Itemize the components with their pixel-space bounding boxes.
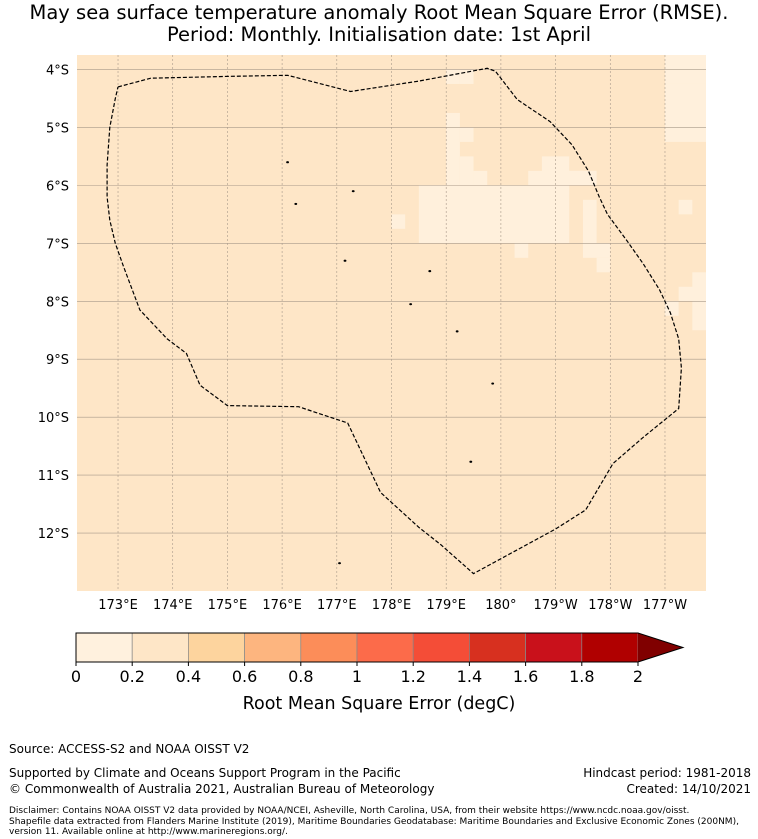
rmse-cell (582, 199, 597, 244)
colorbar-tick-label: 0.6 (232, 667, 257, 686)
lat-tick-label: 4°S (46, 63, 69, 78)
map-plot-area: 4°S 5°S 6°S 7°S 8°S 9°S 10°S 11°S 12°S 173°E 174°E… (38, 55, 706, 613)
lon-tick-label: 178°W (588, 598, 632, 613)
rmse-cell (459, 127, 474, 142)
colorbar-segment (412, 632, 470, 663)
rmse-cell (678, 199, 693, 215)
island (455, 330, 459, 333)
colorbar-segment (131, 632, 189, 663)
colorbar-tick-label: 0.8 (288, 667, 313, 686)
island (469, 460, 473, 463)
colorbar-tick-label: 0.2 (119, 667, 144, 686)
copyright-text: © Commonwealth of Australia 2021, Austra… (9, 782, 435, 796)
island (428, 270, 432, 273)
colorbar-segment (469, 632, 526, 663)
island (351, 190, 355, 193)
rmse-cell (664, 301, 679, 316)
rmse-cell (569, 170, 583, 186)
colorbar-tick-label: 1 (352, 667, 362, 686)
colorbar-tick-label: 0 (71, 667, 81, 686)
colorbar-tick-label: 1.2 (400, 667, 425, 686)
colorbar: 0 0.2 0.4 0.6 0.8 1 1.2 1.4 1.6 1.8 2 Root Mean Squ… (71, 632, 685, 714)
colorbar-extend-arrow (638, 633, 683, 662)
disclaimer-line: Shapefile data extracted from Flanders M… (9, 816, 739, 827)
colorbar-tick-label: 1.6 (513, 667, 538, 686)
lon-tick-label: 174°E (153, 598, 193, 613)
island (286, 161, 289, 164)
chart-title: May sea surface temperature anomaly Root… (29, 1, 729, 24)
colorbar-tick-label: 0.4 (176, 667, 201, 686)
colorbar-segment (244, 632, 302, 663)
colorbar-outline (75, 632, 685, 663)
colorbar-segment (525, 632, 583, 663)
rmse-cell (418, 185, 570, 244)
rmse-cell (596, 257, 611, 273)
lon-tick-label: 177°W (643, 598, 687, 613)
disclaimer: Disclaimer: Contains NOAA OISST V2 data … (9, 806, 754, 838)
rmse-cell (446, 112, 460, 186)
lat-tick-label: 9°S (46, 353, 69, 368)
lon-tick-label: 179°W (534, 598, 578, 613)
lon-tick-label: 179°E (426, 598, 466, 613)
disclaimer-line: version 11. Available online at http://w… (9, 827, 288, 837)
hindcast-period-text: Hindcast period: 1981-2018 (583, 766, 751, 780)
lat-tick-label: 7°S (46, 237, 69, 252)
lat-tick-label: 6°S (46, 179, 69, 194)
colorbar-segment (75, 632, 133, 663)
disclaimer-line: Disclaimer: Contains NOAA OISST V2 data … (9, 806, 690, 816)
island (343, 259, 347, 262)
lon-tick-label: 177°E (317, 598, 357, 613)
island (491, 382, 495, 385)
rmse-cell (678, 286, 706, 302)
colorbar-tick-label: 1.8 (569, 667, 594, 686)
lat-tick-label: 12°S (38, 527, 69, 542)
lat-tick-label: 5°S (46, 121, 69, 136)
source-text: Source: ACCESS-S2 and NOAA OISST V2 (9, 742, 250, 756)
colorbar-segment (356, 632, 414, 663)
chart-subtitle: Period: Monthly. Initialisation date: 1s… (166, 23, 592, 46)
lon-tick-label: 176°E (262, 598, 302, 613)
support-text: Supported by Climate and Oceans Support … (9, 766, 401, 780)
lat-tick-label: 10°S (38, 411, 69, 426)
island (294, 202, 298, 206)
map-content (77, 55, 706, 591)
lon-tick-label: 180° (485, 598, 516, 613)
rmse-cell (459, 69, 474, 84)
colorbar-segment (300, 632, 358, 663)
lon-tick-label: 178°E (372, 598, 412, 613)
lon-tick-label: 175°E (208, 598, 248, 613)
colorbar-segment (581, 632, 639, 663)
rmse-cell (514, 243, 529, 258)
lat-tick-label: 8°S (46, 295, 69, 310)
island (338, 562, 341, 565)
rmse-cell (459, 156, 474, 186)
lat-tick-label: 11°S (38, 469, 69, 484)
rmse-cell (664, 83, 706, 142)
colorbar-tick-label: 1.4 (457, 667, 482, 686)
colorbar-segment (188, 632, 245, 663)
created-date-text: Created: 14/10/2021 (626, 782, 751, 796)
rmse-cell (582, 243, 611, 258)
colorbar-tick-label: 2 (633, 667, 643, 686)
lon-tick-label: 173°E (98, 598, 138, 613)
island (409, 303, 413, 306)
rmse-cell (528, 170, 597, 186)
colorbar-label: Root Mean Square Error (degC) (243, 694, 516, 714)
eez-boundary (106, 67, 683, 575)
rmse-cell (446, 69, 460, 84)
rmse-cell (391, 214, 406, 229)
rmse-cell (473, 170, 488, 186)
